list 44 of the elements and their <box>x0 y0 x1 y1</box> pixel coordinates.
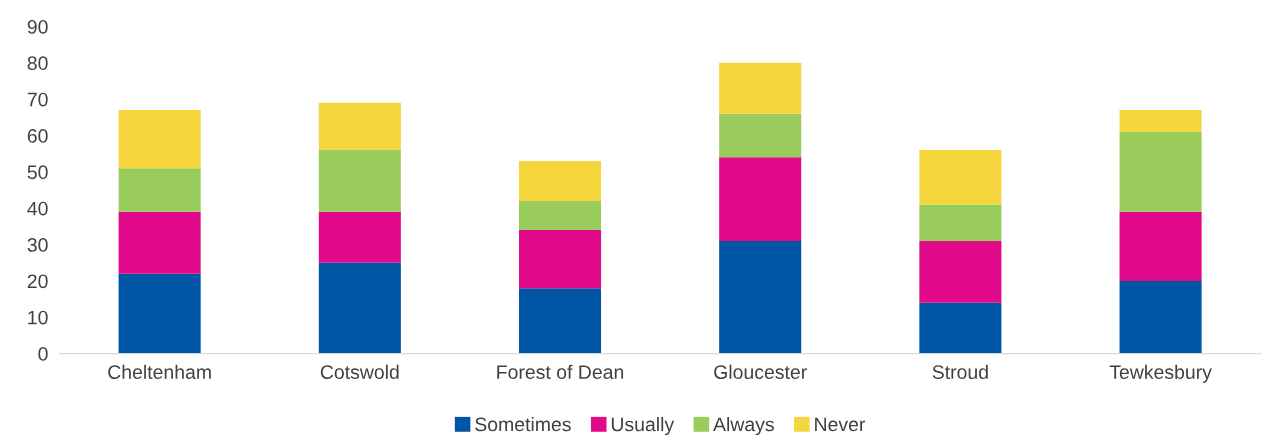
y-tick-label: 40 <box>27 201 48 216</box>
bar <box>318 102 401 151</box>
bar <box>919 204 1002 241</box>
y-tick-label: 10 <box>28 310 48 325</box>
bar <box>719 62 802 114</box>
y-tick-label: 90 <box>27 19 48 34</box>
bar <box>118 273 201 354</box>
bar <box>518 160 602 201</box>
x-tick-label: Tewkesbury <box>1109 364 1212 383</box>
bar <box>719 113 802 158</box>
bar <box>719 157 802 241</box>
bar <box>1119 280 1202 354</box>
x-tick-label: Cheltenham <box>108 364 211 379</box>
y-tick-label: 20 <box>27 274 48 289</box>
bar <box>919 302 1002 354</box>
legend-label: Never <box>815 417 866 432</box>
x-tick-label: Stroud <box>932 364 988 379</box>
bar <box>318 211 401 263</box>
legend-label: Always <box>713 416 774 436</box>
bar <box>719 240 802 354</box>
y-tick-label: 80 <box>27 56 48 71</box>
x-tick-label: Forest of Dean <box>497 364 624 379</box>
bar <box>919 240 1002 303</box>
legend-label: Usually <box>611 416 675 436</box>
bar <box>518 230 602 289</box>
bar <box>1119 131 1202 212</box>
y-tick-label: 70 <box>27 92 48 107</box>
bar <box>518 288 602 354</box>
y-tick-label: 50 <box>27 165 48 180</box>
bar <box>118 168 201 212</box>
bar <box>919 150 1002 205</box>
bar <box>318 262 401 354</box>
y-tick-label: 0 <box>38 347 48 361</box>
y-tick-label: 60 <box>27 129 48 143</box>
x-tick-label: Cotswold <box>320 364 399 379</box>
bar <box>1119 110 1202 132</box>
bar <box>318 150 401 212</box>
y-tick-label: 30 <box>27 238 48 252</box>
bar <box>1119 211 1202 281</box>
bar <box>118 211 201 274</box>
bar <box>118 110 201 169</box>
bar <box>518 200 602 231</box>
x-tick-label: Gloucester <box>714 364 807 379</box>
legend-label: Sometimes <box>475 416 571 432</box>
